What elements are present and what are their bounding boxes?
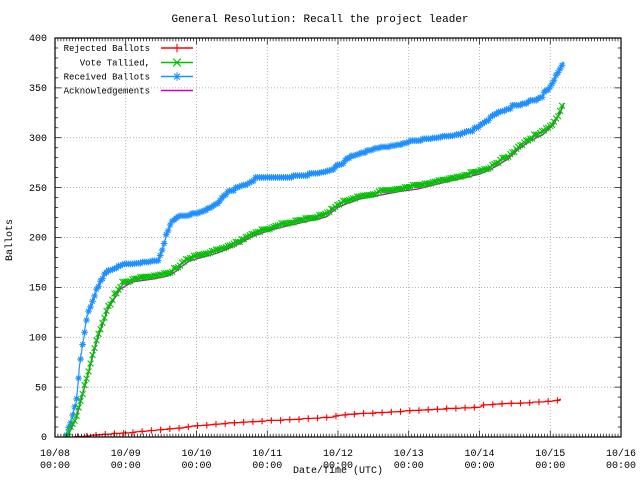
- svg-text:0: 0: [41, 433, 47, 444]
- svg-text:10/11: 10/11: [252, 448, 282, 460]
- svg-text:Acknowledgements: Acknowledgements: [64, 87, 150, 97]
- svg-text:Rejected Ballots: Rejected Ballots: [64, 44, 150, 54]
- svg-text:100: 100: [29, 333, 47, 344]
- svg-text:10/13: 10/13: [394, 448, 424, 460]
- svg-text:00:00: 00:00: [323, 461, 353, 472]
- svg-text:10/10: 10/10: [181, 448, 211, 460]
- svg-text:400: 400: [29, 34, 47, 45]
- svg-text:00:00: 00:00: [111, 461, 141, 472]
- svg-text:10/12: 10/12: [323, 448, 353, 460]
- svg-text:Received Ballots: Received Ballots: [64, 73, 150, 83]
- svg-text:200: 200: [29, 234, 47, 245]
- svg-text:00:00: 00:00: [535, 461, 565, 472]
- svg-text:00:00: 00:00: [40, 461, 70, 472]
- svg-text:300: 300: [29, 134, 47, 145]
- svg-text:250: 250: [29, 184, 47, 195]
- svg-text:00:00: 00:00: [606, 461, 636, 472]
- svg-text:00:00: 00:00: [252, 461, 282, 472]
- svg-text:350: 350: [29, 84, 47, 95]
- svg-text:10/08: 10/08: [40, 448, 70, 460]
- svg-text:00:00: 00:00: [394, 461, 424, 472]
- svg-text:50: 50: [35, 383, 47, 394]
- svg-text:10/09: 10/09: [111, 448, 141, 460]
- svg-text:Vote Tallied,: Vote Tallied,: [80, 59, 150, 69]
- svg-text:00:00: 00:00: [181, 461, 211, 472]
- svg-text:10/15: 10/15: [535, 448, 565, 460]
- svg-text:10/16: 10/16: [606, 448, 636, 460]
- svg-text:150: 150: [29, 284, 47, 295]
- svg-text:00:00: 00:00: [464, 461, 494, 472]
- svg-text:10/14: 10/14: [464, 448, 494, 460]
